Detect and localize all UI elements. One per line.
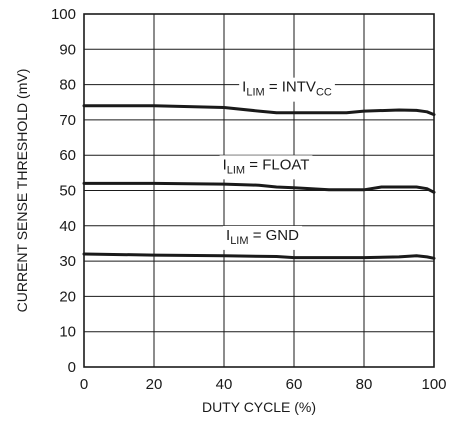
series-label-2: ILIM = GND [223,225,303,250]
series-line-1 [82,181,436,194]
y-tick-label: 80 [59,77,76,94]
y-tick-label: 50 [59,183,76,200]
x-tick-label: 100 [421,376,446,393]
grid-lines [84,14,434,367]
x-tick-labels: 0 20 40 60 80 100 [80,376,447,393]
series-label-background [219,155,313,180]
x-axis-label: DUTY CYCLE (%) [202,399,316,415]
x-tick-label: 60 [286,376,303,393]
y-tick-label: 30 [59,253,76,270]
series-label-background [239,77,335,102]
series-label-background [223,225,303,250]
y-tick-label: 0 [68,359,76,376]
y-tick-label: 70 [59,112,76,129]
x-tick-label: 0 [80,376,88,393]
y-axis-label: CURRENT SENSE THRESHOLD (mV) [14,69,30,313]
x-tick-label: 40 [216,376,233,393]
series-line-0 [82,104,436,117]
series-label-1: ILIM = FLOAT [219,155,313,180]
x-tick-label: 80 [356,376,373,393]
y-tick-label: 10 [59,324,76,341]
series-label-0: ILIM = INTVCC [239,77,335,102]
y-tick-label: 90 [59,41,76,58]
series-line-2 [82,252,436,260]
series-label-text: ILIM = GND [226,227,299,247]
x-tick-label: 20 [146,376,163,393]
y-tick-labels: 0 10 20 30 40 50 60 70 80 90 100 [51,6,76,376]
series-lines [82,104,436,260]
y-tick-label: 40 [59,218,76,235]
series-label-text: ILIM = FLOAT [223,156,310,176]
series-labels: ILIM = INTVCC ILIM = FLOAT ILIM = GND [219,77,335,250]
series-label-text: ILIM = INTVCC [242,79,332,99]
y-tick-label: 100 [51,6,76,23]
y-tick-label: 20 [59,288,76,305]
y-tick-label: 60 [59,147,76,164]
plot-frame [83,13,435,368]
